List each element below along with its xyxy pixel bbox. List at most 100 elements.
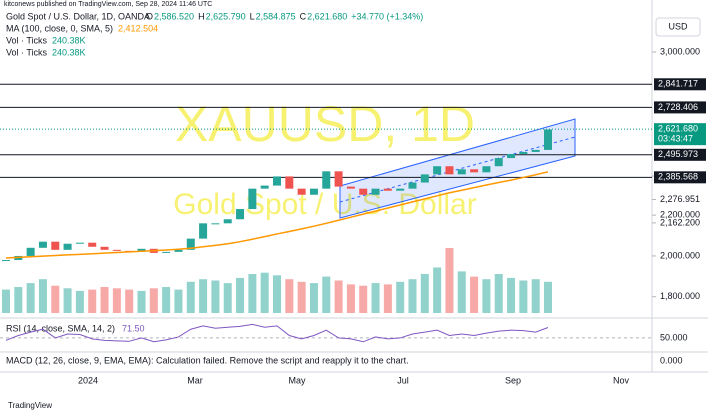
volume-bar xyxy=(137,290,146,313)
volume-bar xyxy=(396,281,405,313)
footer-logo: TradingView xyxy=(8,401,52,410)
volume-bar xyxy=(112,288,121,313)
ohlc-key: H xyxy=(198,11,205,21)
candle xyxy=(445,166,454,175)
volume-bar xyxy=(531,279,540,313)
ohlc-value: 2,625.790 xyxy=(206,11,246,21)
candle xyxy=(322,171,331,189)
price-marker xyxy=(654,148,706,161)
rsi-label: RSI (14, close, SMA, 14, 2) xyxy=(6,323,115,333)
candle xyxy=(408,182,417,189)
volume-bar xyxy=(149,288,158,313)
volume-bar xyxy=(75,290,84,313)
volume-bar xyxy=(248,274,257,313)
ma-line xyxy=(5,171,549,259)
currency-button[interactable] xyxy=(655,17,701,37)
candle xyxy=(2,260,10,262)
volume-bar xyxy=(273,275,281,313)
volume-bar xyxy=(470,276,479,313)
ohlc-key: L xyxy=(250,11,255,21)
indicator-name: Vol · Ticks xyxy=(6,47,48,57)
volume-bar xyxy=(186,281,195,313)
volume-bar xyxy=(26,283,35,313)
watermark-description: Gold Spot / U.S. Dollar xyxy=(173,188,476,221)
volume-bar xyxy=(14,287,23,313)
macd-tick: 0.000 xyxy=(660,355,683,365)
candle xyxy=(309,188,318,195)
volume-bar xyxy=(51,285,60,313)
candle xyxy=(112,249,121,251)
candle xyxy=(433,166,442,175)
candle xyxy=(211,223,220,225)
macd-label: MACD (12, 26, close, 9, EMA, EMA): Calcu… xyxy=(6,355,409,365)
price-marker-label: 2,728.406 xyxy=(658,102,698,112)
volume-bar xyxy=(38,279,47,313)
candle xyxy=(359,188,368,195)
volume-bar xyxy=(519,280,528,313)
volume-bar xyxy=(162,287,171,313)
volume-bar xyxy=(309,283,318,313)
candle xyxy=(519,151,528,154)
candle xyxy=(88,242,97,247)
candle xyxy=(507,153,516,159)
indicator-value: 240.38K xyxy=(52,47,86,57)
price-marker-label: 2,385.568 xyxy=(658,172,698,182)
price-marker-label: 2,495.973 xyxy=(658,149,698,159)
volume-bar xyxy=(494,274,503,313)
volume-bar xyxy=(371,283,380,313)
candle xyxy=(531,149,540,152)
candle xyxy=(260,185,269,189)
indicator-value: 240.38K xyxy=(52,35,86,45)
volume-bar xyxy=(482,279,491,313)
volume-bar xyxy=(285,279,294,313)
candle xyxy=(38,241,47,248)
candle xyxy=(199,223,208,239)
ohlc-key: O xyxy=(146,11,153,21)
indicator-value: 2,412.504 xyxy=(118,23,158,33)
volume-bar xyxy=(433,267,442,313)
volume-bar xyxy=(100,287,109,313)
candle xyxy=(236,209,245,220)
rsi-line xyxy=(5,323,549,343)
candle xyxy=(26,247,35,256)
countdown: 03:43:47 xyxy=(658,134,693,144)
candle xyxy=(334,171,343,187)
time-label: Nov xyxy=(613,375,630,385)
volume-bar xyxy=(223,283,232,313)
price-tick-label: 2,000.000 xyxy=(660,250,700,260)
volume-bar xyxy=(445,248,454,313)
price-tick-label: 1,800.000 xyxy=(660,291,700,301)
price-marker xyxy=(654,171,706,184)
candle xyxy=(297,188,306,195)
rsi-value: 71.50 xyxy=(122,323,145,333)
volume-bar xyxy=(211,280,220,313)
volume-bar xyxy=(88,289,97,313)
candle xyxy=(494,158,503,167)
price-tick-label: 3,000.000 xyxy=(660,46,700,56)
indicator-name: Vol · Ticks xyxy=(6,35,48,45)
candle xyxy=(457,169,466,175)
time-label: May xyxy=(288,375,306,385)
price-tick-label: 2,276.951 xyxy=(660,194,700,204)
candle xyxy=(420,174,429,183)
volume-bar xyxy=(346,284,355,313)
candle xyxy=(383,188,392,191)
time-label: Jul xyxy=(397,375,409,385)
candle xyxy=(223,219,232,224)
candle xyxy=(396,188,405,191)
volume-bar xyxy=(236,277,245,313)
currency[interactable]: USD xyxy=(668,21,688,31)
rsi-tick-label: 50.000 xyxy=(660,332,688,342)
ohlc-value: 2,584.875 xyxy=(256,11,296,21)
volume-bar xyxy=(125,289,134,313)
indicator-name: MA (100, close, 0, SMA, 5) xyxy=(6,23,113,33)
volume-bar xyxy=(507,277,516,313)
ohlc-key: C xyxy=(300,11,307,21)
price-tick-label: 2,200.000 xyxy=(660,210,700,220)
candle xyxy=(186,238,195,250)
ohlc-value: 2,621.680 xyxy=(307,11,347,21)
volume-bar xyxy=(2,289,10,313)
volume-bar xyxy=(322,276,331,313)
